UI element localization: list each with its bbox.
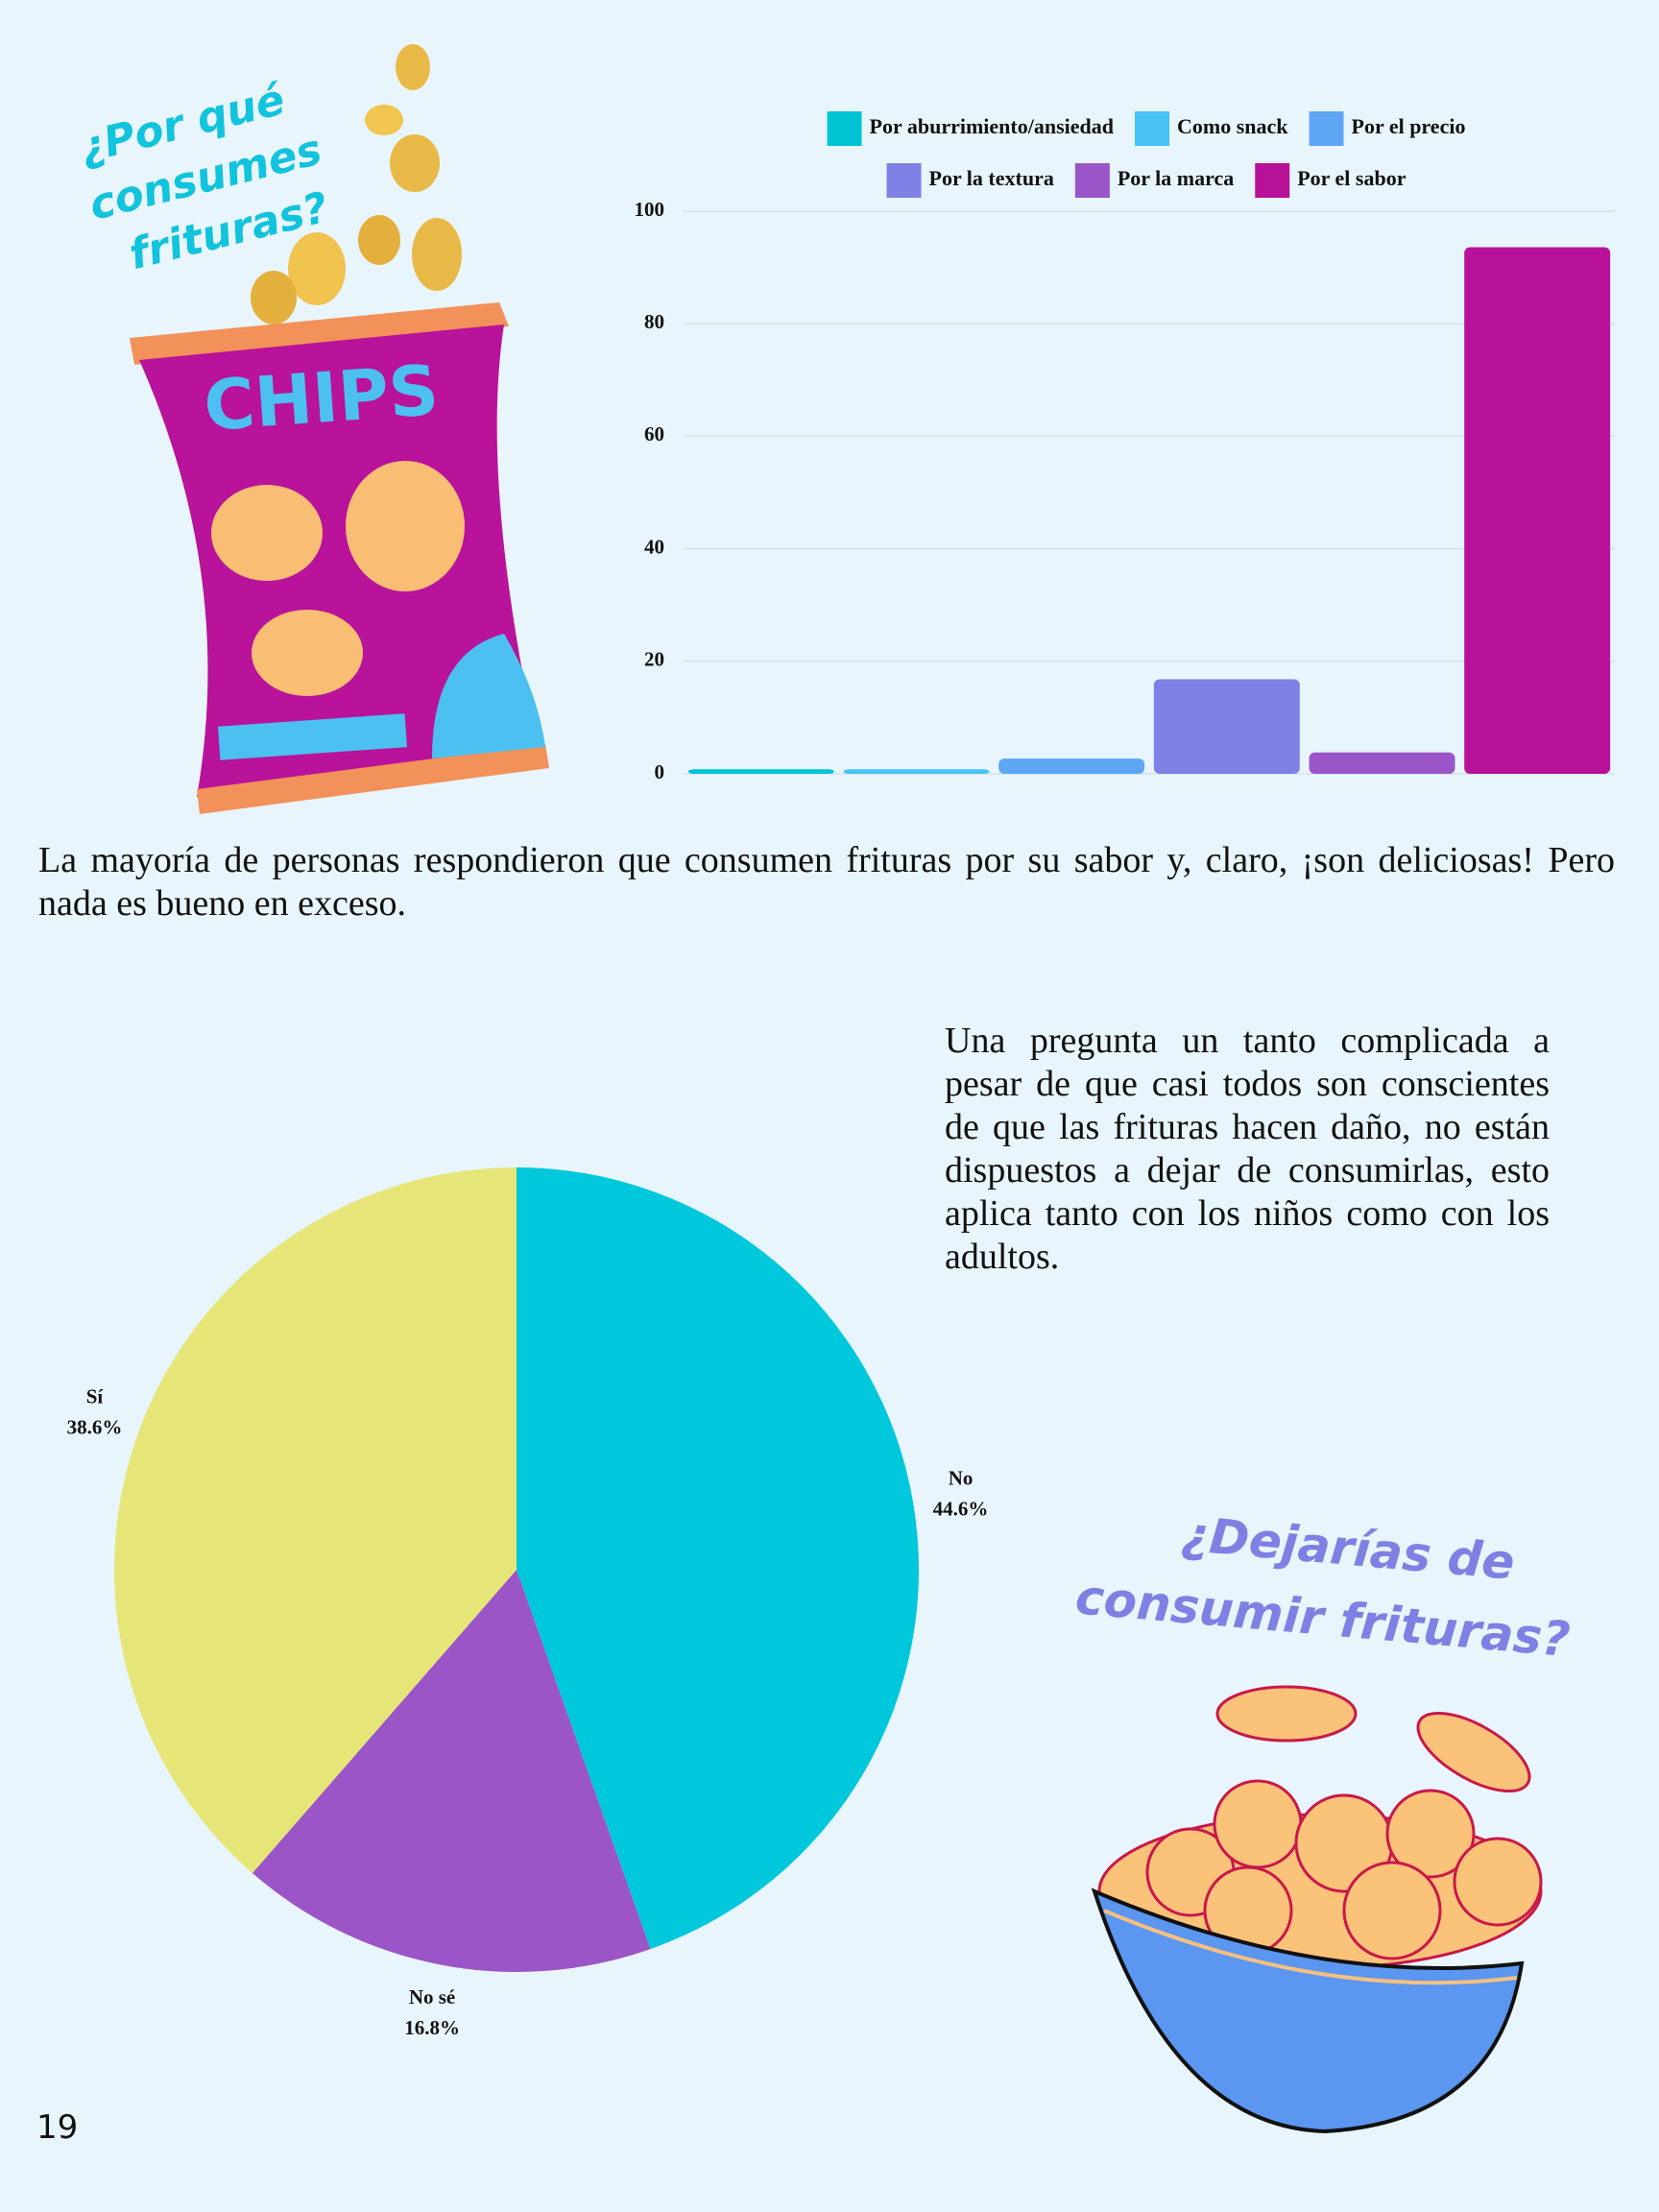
bag-label: CHIPS — [202, 349, 442, 446]
bar — [1464, 247, 1611, 774]
page-number: 19 — [36, 2108, 79, 2147]
chips-bowl — [1091, 1685, 1543, 2134]
legend-label: Por la textura — [929, 166, 1054, 190]
heading-line: ¿Dejarías de — [1179, 1506, 1516, 1591]
chips-bag: CHIPS — [130, 44, 549, 814]
paragraph: Una pregunta un tanto complicada a pesar… — [945, 1021, 1550, 1277]
heading-2: ¿Dejarías de consumir frituras? — [1073, 1506, 1573, 1668]
legend-label: Como snack — [1177, 114, 1288, 138]
y-tick-label: 20 — [644, 648, 664, 671]
slice-label: No — [949, 1467, 974, 1490]
pie-slice — [517, 1167, 920, 1950]
slice-value: 16.8% — [404, 2016, 460, 2039]
y-tick-label: 100 — [635, 198, 665, 221]
y-tick-label: 80 — [644, 310, 664, 333]
pie-slice — [252, 1570, 651, 1972]
paragraph: La mayoría de personas respondieron que … — [38, 840, 1615, 924]
legend-label: Por el precio — [1352, 114, 1466, 138]
bar — [1309, 752, 1455, 774]
y-tick-label: 40 — [644, 535, 664, 558]
legend-swatch — [1074, 163, 1110, 198]
bar — [1153, 679, 1300, 774]
legend-label: Por aburrimiento/ansiedad — [870, 114, 1114, 138]
slice-label: No sé — [409, 1985, 455, 2008]
legend-label: Por el sabor — [1297, 166, 1406, 190]
legend-swatch — [1255, 163, 1290, 198]
bar — [687, 769, 834, 774]
slice-value: 38.6% — [67, 1415, 123, 1438]
bar — [998, 758, 1145, 774]
bar — [843, 769, 990, 774]
slice-label: Sí — [86, 1384, 105, 1407]
legend-swatch — [1309, 111, 1344, 146]
y-tick-label: 60 — [644, 422, 664, 445]
legend-swatch — [1135, 111, 1169, 146]
legend-label: Por la marca — [1118, 166, 1234, 190]
legend-swatch — [886, 163, 922, 198]
legend-swatch — [827, 111, 862, 146]
pie-slice — [113, 1167, 517, 1874]
y-tick-label: 0 — [655, 760, 665, 783]
slice-value: 44.6% — [933, 1498, 989, 1521]
